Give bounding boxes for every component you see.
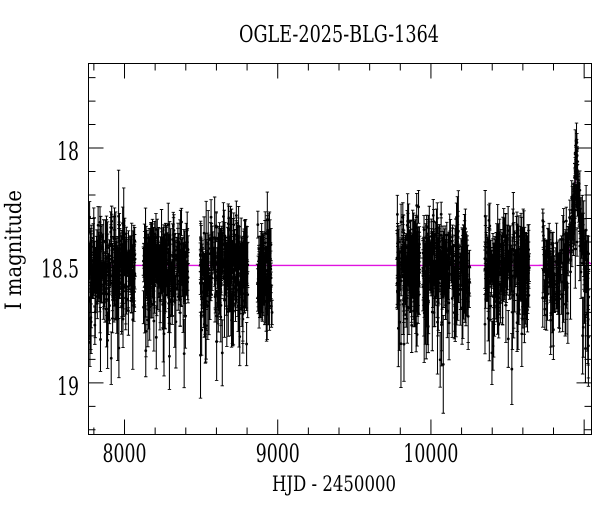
x-axis-label: HJD - 2450000	[272, 472, 396, 496]
x-tick-label-8000: 8000	[103, 439, 147, 468]
y-axis-label: I magnitude	[2, 190, 27, 310]
plot-title: OGLE-2025-BLG-1364	[239, 22, 439, 48]
plot-frame	[88, 63, 592, 435]
y-tick-label-18.5: 18.5	[41, 254, 79, 283]
x-tick-label-9000: 9000	[256, 439, 300, 468]
y-tick-label-18: 18	[57, 137, 79, 166]
data-points	[88, 138, 590, 371]
axis-ticks	[88, 63, 592, 435]
y-tick-label-19: 19	[57, 372, 79, 401]
x-tick-label-10000: 10000	[403, 439, 458, 468]
photometry-points-layer	[88, 122, 591, 414]
axes-layer: 8000 9000 10000 18 18.5 19	[41, 63, 592, 468]
